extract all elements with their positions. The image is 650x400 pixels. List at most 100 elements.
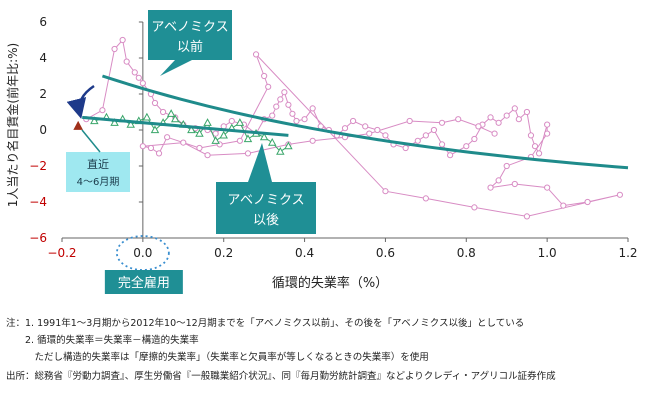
before-series-point (560, 202, 567, 209)
after-callout-line1: アベノミクス (227, 193, 304, 208)
after-series-point (170, 114, 180, 123)
before-series-point (527, 132, 535, 139)
after-series-point (219, 130, 228, 139)
y-tick-label: 2 (39, 87, 47, 101)
after-series-point (110, 118, 119, 126)
after-series-point (195, 128, 204, 137)
before-series-point (131, 69, 138, 76)
before-series-point (244, 150, 252, 157)
before-series-point (616, 191, 624, 198)
before-series-point (511, 180, 518, 188)
before-series-point (523, 108, 531, 116)
x-tick-label: 0.2 (214, 246, 233, 260)
note-1: 注：1. 1991年1～3月期から2012年10～12月期までを「アベノミクス以… (6, 318, 525, 329)
before-series-point (228, 117, 235, 125)
before-series-point (111, 45, 118, 53)
before-series-point (196, 144, 203, 152)
before-series-point (544, 184, 551, 191)
before-series-point (341, 125, 349, 132)
full-employment-ring (115, 235, 170, 271)
after-series-point (150, 125, 160, 134)
before-series-point (123, 58, 130, 65)
after-series-point (267, 137, 277, 146)
trend-line-after (82, 115, 289, 137)
before-series-point (495, 177, 502, 184)
after-series-point (203, 118, 212, 126)
y-tick-label: 4 (39, 51, 47, 65)
after-series-point (276, 146, 285, 155)
axes: −0.2 0.0 0.2 0.4 0.6 0.8 1.0 1.2 −6 −4 −2 0 2 4 6 (29, 15, 637, 260)
before-series-point (281, 89, 288, 96)
trend-line-before (101, 74, 629, 170)
before-series-point (382, 132, 389, 139)
before-series-point (463, 143, 470, 150)
before-series-point (135, 74, 142, 81)
x-tick-label: 0.8 (457, 246, 476, 260)
before-series-point (406, 117, 413, 125)
before-series-point (455, 116, 462, 123)
before-callout-line2: 以前 (177, 39, 203, 55)
before-series-point (495, 119, 502, 126)
after-series-point (235, 118, 245, 126)
before-callout-pointer (160, 60, 192, 76)
before-series-point (515, 116, 522, 123)
after-series-point (187, 125, 196, 134)
before-series-point (236, 137, 243, 144)
before-series-point (139, 80, 146, 87)
before-series-point (487, 114, 494, 121)
before-series-point (523, 213, 531, 220)
before-callout-box (148, 10, 232, 60)
before-series-point (277, 96, 284, 103)
after-callout-box (216, 182, 316, 234)
before-series-point (471, 204, 478, 211)
latest-label-box (66, 152, 130, 192)
before-series-point (382, 188, 389, 195)
before-series-point (503, 162, 510, 170)
before-series-point (273, 103, 280, 110)
after-series-point (142, 112, 152, 121)
y-tick-label: 0 (39, 123, 47, 137)
after-callout-pointer (248, 143, 272, 182)
before-series-point (204, 152, 211, 159)
before-callout-line1: アベノミクス (151, 20, 228, 35)
x-tick-label: 0.4 (295, 246, 314, 260)
before-series-point (180, 139, 187, 146)
data-series (73, 36, 624, 220)
before-series-point (309, 105, 316, 112)
before-series-point (447, 152, 454, 159)
before-series-point (289, 110, 296, 117)
before-series-point (155, 150, 163, 157)
before-series-point (147, 144, 155, 152)
y-tick-label: −2 (29, 159, 47, 173)
before-series-point (349, 117, 357, 125)
latest-label-line2: 4～6月期 (77, 176, 120, 188)
y-tick-label: −6 (29, 231, 47, 245)
before-series-point (503, 112, 510, 119)
before-series-point (491, 130, 498, 137)
latest-arrow (66, 84, 95, 119)
before-series-point (471, 135, 478, 143)
before-series-point (438, 119, 446, 126)
before-series-point (531, 143, 539, 150)
before-series-point (252, 51, 260, 58)
note-3: ただし構造的失業率は「摩擦的失業率」（失業率と欠員率が等しくなるときの失業率）を… (6, 352, 429, 363)
x-tick-label: −0.2 (47, 246, 76, 260)
before-series-point (422, 132, 429, 139)
x-tick-label: 0.0 (133, 246, 152, 260)
y-axis-label: 1人当たり名目賃金(前年比:%) (5, 43, 20, 207)
full-employment-box (104, 270, 183, 294)
latest-point (73, 120, 84, 130)
before-series-point (544, 130, 551, 137)
before-series-point (535, 150, 543, 157)
note-2: 2. 循環的失業率＝失業率－構造的失業率 (6, 335, 199, 346)
source-note: 出所：総務省『労動力調査』、厚生労働省『一般職業紹介状況』、同『毎月勤労統計調査… (6, 371, 556, 382)
before-series-point (430, 126, 438, 134)
before-series-point (374, 126, 381, 134)
x-axis-label: 循環的失業率（%） (272, 275, 388, 291)
before-series-point (139, 143, 146, 150)
before-series-point (362, 123, 369, 130)
x-tick-label: 1.2 (618, 246, 637, 260)
before-series-point (511, 105, 518, 112)
before-series-point (285, 101, 292, 108)
y-tick-label: −4 (29, 195, 47, 209)
